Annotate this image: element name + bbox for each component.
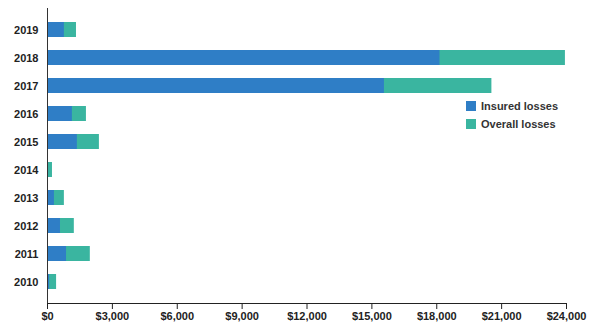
svg-text:2010: 2010 [14, 276, 38, 288]
html-text:Overall losses: Overall losses [481, 118, 556, 130]
svg-text:2019: 2019 [14, 24, 38, 36]
svg-text:$18,000: $18,000 [417, 310, 457, 322]
svg-text:$3,000: $3,000 [96, 310, 130, 322]
svg-text:$12,000: $12,000 [287, 310, 327, 322]
svg-text:2016: 2016 [14, 108, 38, 120]
svg-text:$0: $0 [41, 310, 53, 322]
svg-text:2012: 2012 [14, 220, 38, 232]
svg-text:$24,000: $24,000 [547, 310, 587, 322]
svg-text:2017: 2017 [14, 80, 38, 92]
svg-text:2018: 2018 [14, 52, 38, 64]
svg-text:2015: 2015 [14, 136, 38, 148]
svg-text:$6,000: $6,000 [160, 310, 194, 322]
svg-text:2014: 2014 [14, 164, 39, 176]
svg-text:$15,000: $15,000 [352, 310, 392, 322]
svg-text:$21,000: $21,000 [482, 310, 522, 322]
svg-text:$9,000: $9,000 [225, 310, 259, 322]
svg-text:2011: 2011 [15, 248, 39, 260]
html-text:Insured losses: Insured losses [481, 100, 558, 112]
svg-text:2013: 2013 [14, 192, 38, 204]
